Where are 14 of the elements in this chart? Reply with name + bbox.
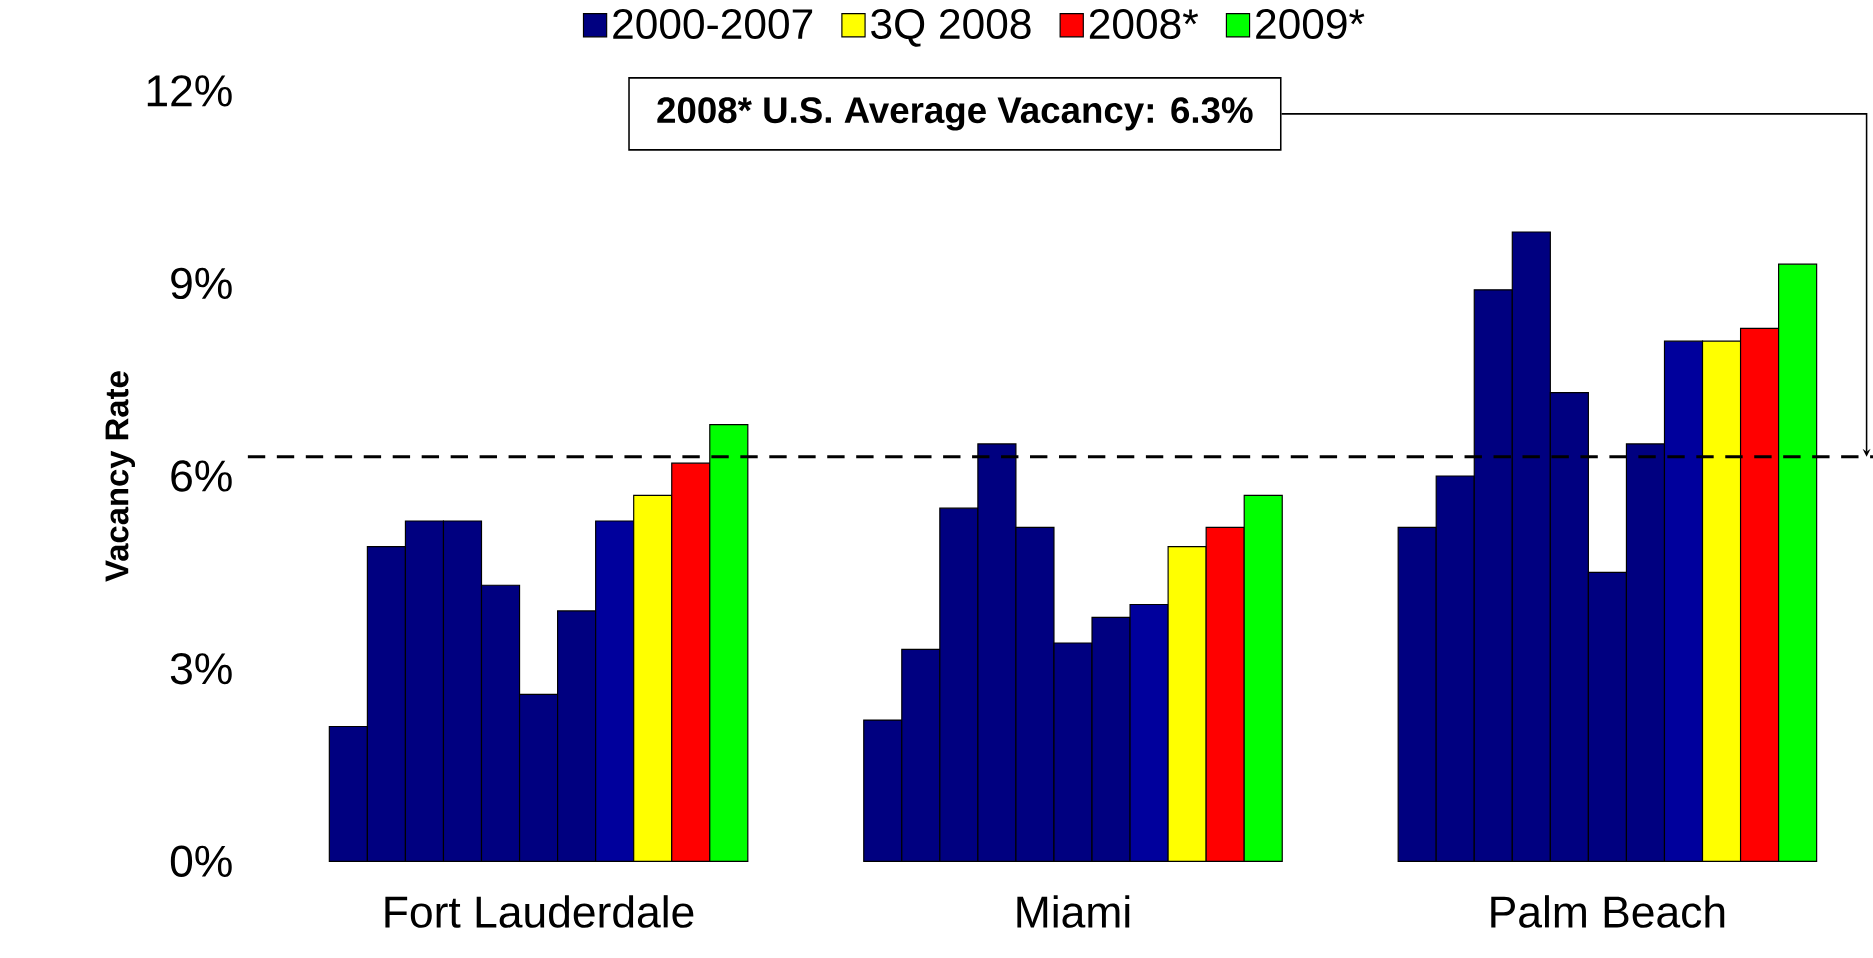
x-tick-label: Palm Beach <box>1491 895 1725 928</box>
y-tick-label: 12% <box>147 75 232 107</box>
y-tick-label: 0% <box>170 845 232 878</box>
y-tick-label: 6% <box>171 460 232 492</box>
y-tick-label: 9% <box>171 267 232 300</box>
x-tick-label: Fort Lauderdale <box>385 895 694 928</box>
legend-label: 3Q 2008 <box>871 9 1031 47</box>
legend-label: 2000-2007 <box>613 9 813 40</box>
y-axis-title: Vacancy Rate <box>105 371 136 582</box>
legend-label: 2009* <box>1256 9 1365 40</box>
ref-line-label: 2008* U.S. Average Vacancy: 6.3% <box>657 97 1253 131</box>
x-tick-label: Miami <box>1017 895 1130 928</box>
legend-label: 2008* <box>1089 9 1199 40</box>
y-tick-label: 3% <box>170 653 232 685</box>
